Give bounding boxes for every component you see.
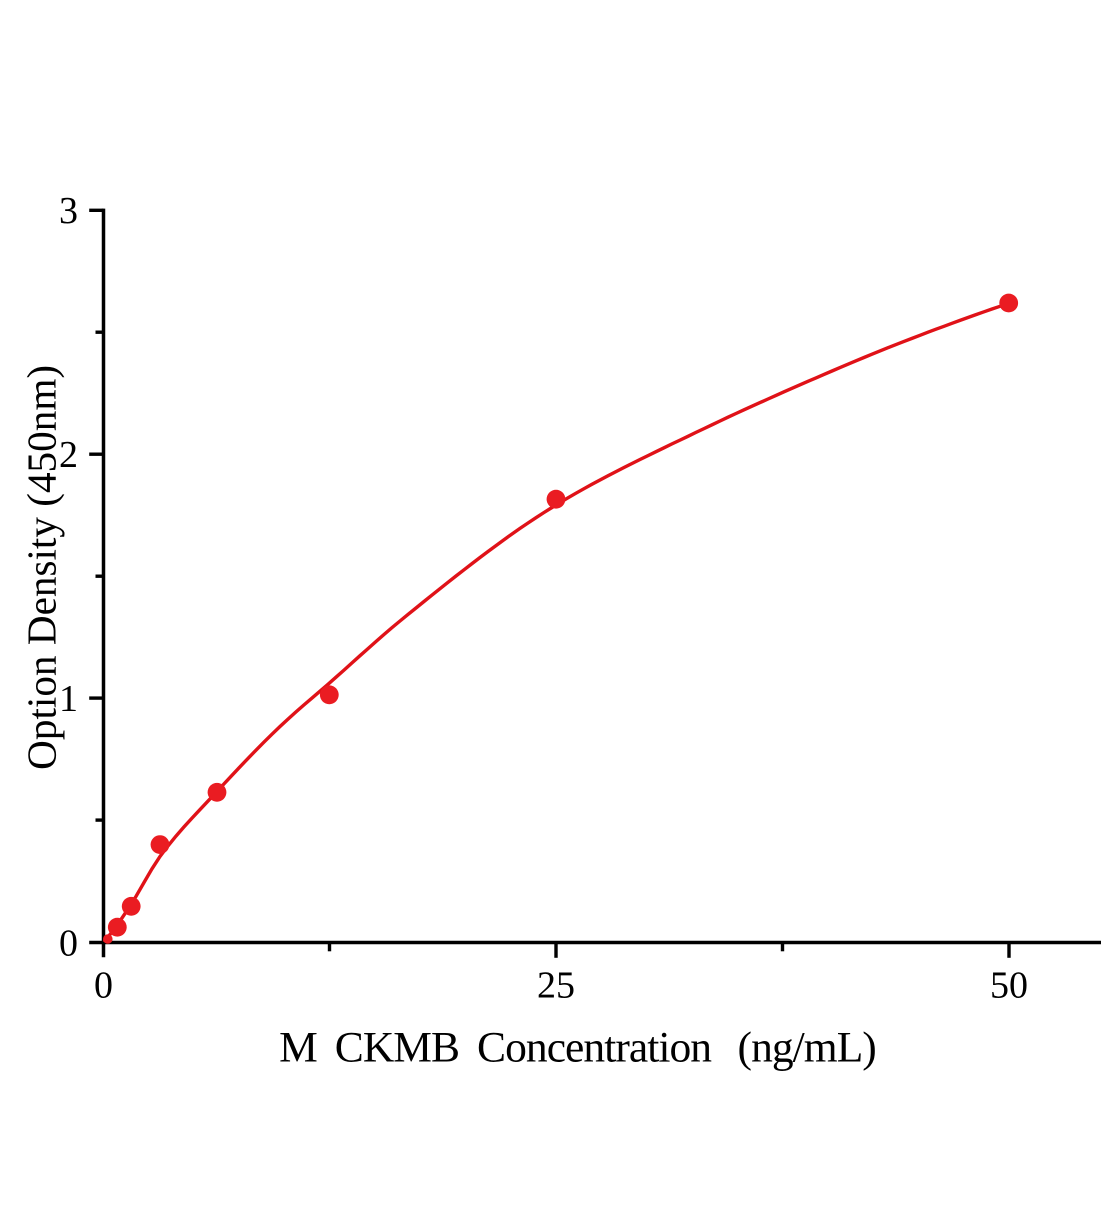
svg-text:50: 50 bbox=[990, 965, 1028, 1007]
svg-text:1: 1 bbox=[59, 678, 78, 720]
svg-text:Option Density (450nm): Option Density (450nm) bbox=[19, 365, 66, 770]
svg-text:2: 2 bbox=[59, 434, 78, 476]
svg-text:25: 25 bbox=[537, 965, 575, 1007]
svg-text:M CKMB Concentration (ng/mL): M CKMB Concentration (ng/mL) bbox=[279, 1024, 876, 1072]
svg-text:0: 0 bbox=[59, 922, 78, 964]
svg-text:3: 3 bbox=[59, 190, 78, 232]
svg-text:0: 0 bbox=[94, 965, 113, 1007]
